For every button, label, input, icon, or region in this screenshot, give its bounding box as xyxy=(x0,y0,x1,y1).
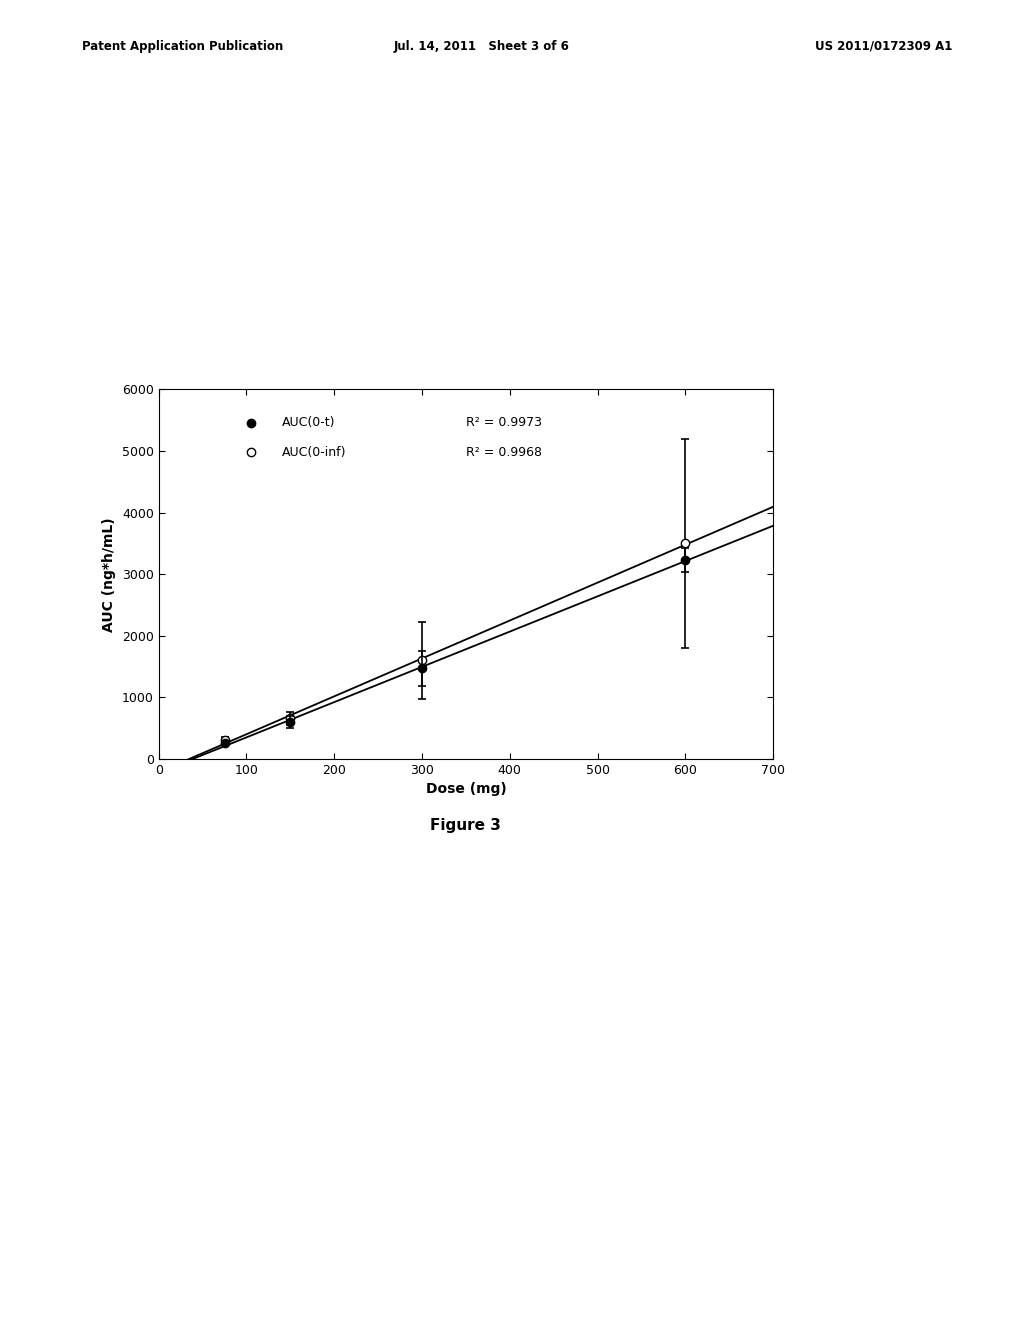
Text: AUC(0-inf): AUC(0-inf) xyxy=(282,446,346,459)
Text: US 2011/0172309 A1: US 2011/0172309 A1 xyxy=(815,40,952,53)
Text: AUC(0-t): AUC(0-t) xyxy=(282,416,335,429)
X-axis label: Dose (mg): Dose (mg) xyxy=(426,783,506,796)
Y-axis label: AUC (ng*h/mL): AUC (ng*h/mL) xyxy=(102,517,117,631)
Text: Figure 3: Figure 3 xyxy=(430,818,502,833)
Text: R² = 0.9973: R² = 0.9973 xyxy=(466,416,542,429)
Text: R² = 0.9968: R² = 0.9968 xyxy=(466,446,542,459)
Text: Jul. 14, 2011   Sheet 3 of 6: Jul. 14, 2011 Sheet 3 of 6 xyxy=(393,40,569,53)
Text: Patent Application Publication: Patent Application Publication xyxy=(82,40,284,53)
